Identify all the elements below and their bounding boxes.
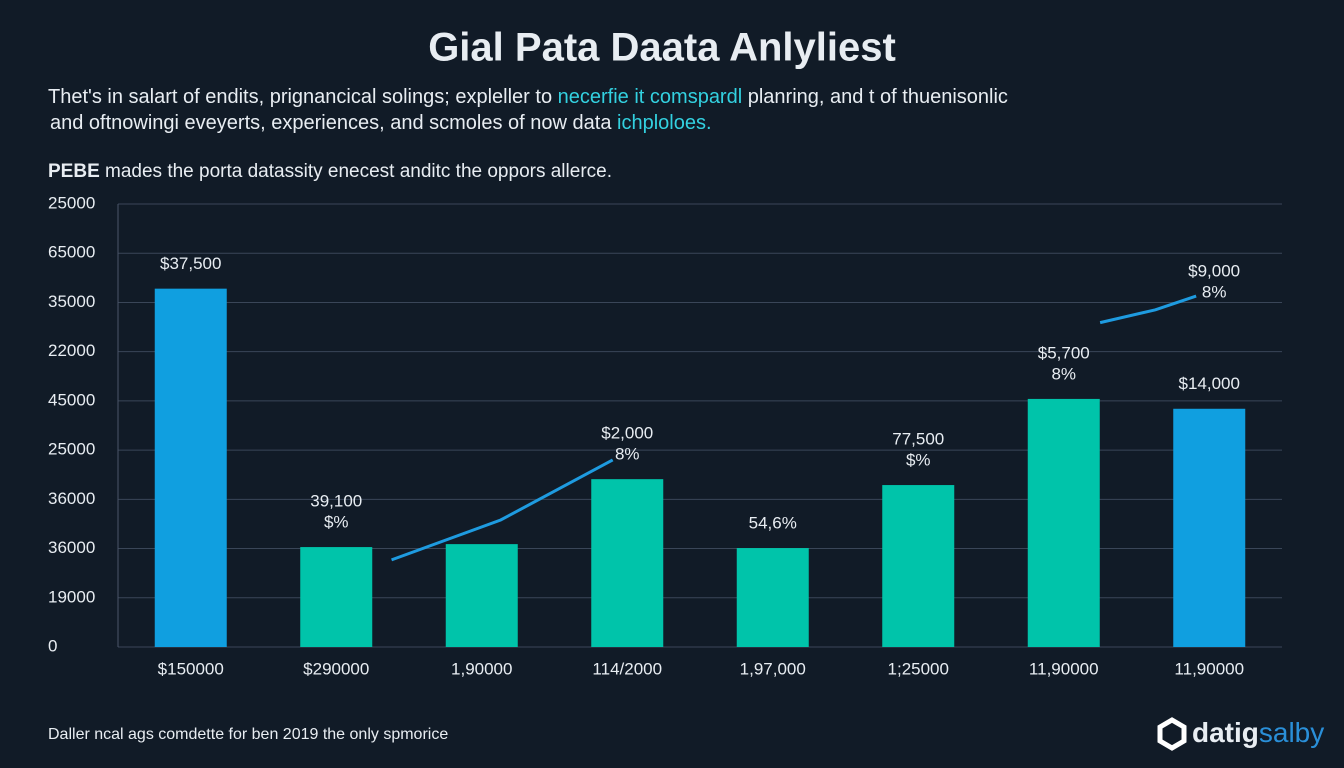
data-label: 8%	[1051, 364, 1076, 383]
subtitle-segment: necerfie it comspardl	[558, 86, 743, 108]
subtitle-segment: Thet's in salart of endits, prignancical…	[48, 86, 558, 108]
subtitle-segment: and oftnowingi eveyerts, experiences, an…	[50, 112, 617, 134]
bar	[300, 547, 373, 647]
subtitle-segment: planring, and t of thuenisonlic	[742, 86, 1008, 108]
brand-part: salby	[1259, 717, 1324, 748]
x-tick-label: 1,90000	[451, 659, 512, 678]
trend-line	[391, 458, 614, 562]
bar	[445, 544, 518, 647]
line-label: $9,000	[1188, 262, 1240, 281]
y-tick-label: 65000	[48, 243, 95, 262]
trend-line	[1099, 294, 1197, 325]
y-tick-label: 36000	[48, 489, 95, 508]
note: PEBE mades the porta datassity enecest a…	[48, 161, 612, 182]
x-tick-label: 11,90000	[1174, 659, 1244, 678]
data-label: $%	[906, 451, 931, 470]
y-tick-label: 22000	[48, 341, 95, 360]
subtitle-segment: ichploloes.	[617, 112, 712, 134]
bar	[154, 288, 227, 647]
brand-logo: datigsalby	[1157, 717, 1324, 751]
line-label: 8%	[1202, 283, 1227, 302]
bar	[591, 479, 664, 647]
data-label: 39,100	[310, 492, 362, 511]
data-label: 77,500	[892, 430, 944, 449]
bar	[1173, 408, 1246, 647]
y-tick-label: 0	[48, 636, 57, 655]
footer: Daller ncal ags comdette for ben 2019 th…	[48, 726, 448, 743]
note-text: mades the porta datassity enecest anditc…	[100, 161, 612, 182]
bar	[1027, 398, 1100, 647]
data-label: $5,700	[1038, 343, 1090, 362]
x-tick-label: 114/2000	[592, 659, 662, 678]
logo-icon	[1157, 717, 1187, 751]
subtitle-line: Thet's in salart of endits, prignancical…	[48, 86, 1008, 108]
data-label: $14,000	[1179, 374, 1240, 393]
brand-part: datig	[1192, 717, 1259, 748]
data-label: 8%	[615, 445, 640, 464]
bar	[736, 548, 809, 647]
chart-title: Gial Pata Daata Anlyliest	[428, 26, 896, 70]
y-tick-label: 45000	[48, 390, 95, 409]
bar	[882, 485, 955, 647]
y-tick-label: 25000	[48, 193, 95, 212]
data-label: $2,000	[601, 424, 653, 443]
subtitle-line: and oftnowingi eveyerts, experiences, an…	[50, 112, 712, 134]
brand: datigsalby	[1192, 717, 1324, 748]
y-tick-label: 19000	[48, 587, 95, 606]
x-tick-label: 11,90000	[1029, 659, 1099, 678]
y-tick-label: 25000	[48, 440, 95, 459]
note-bold: PEBE	[48, 161, 100, 182]
y-tick-label: 36000	[48, 538, 95, 557]
x-tick-label: $150000	[158, 659, 224, 678]
x-tick-label: 1,97,000	[740, 659, 806, 678]
x-tick-label: 1;25000	[888, 659, 949, 678]
data-label: $37,500	[160, 254, 221, 273]
x-tick-label: $290000	[303, 659, 369, 678]
data-label: $%	[324, 513, 349, 532]
data-label: 54,6%	[749, 514, 797, 533]
y-tick-label: 35000	[48, 292, 95, 311]
